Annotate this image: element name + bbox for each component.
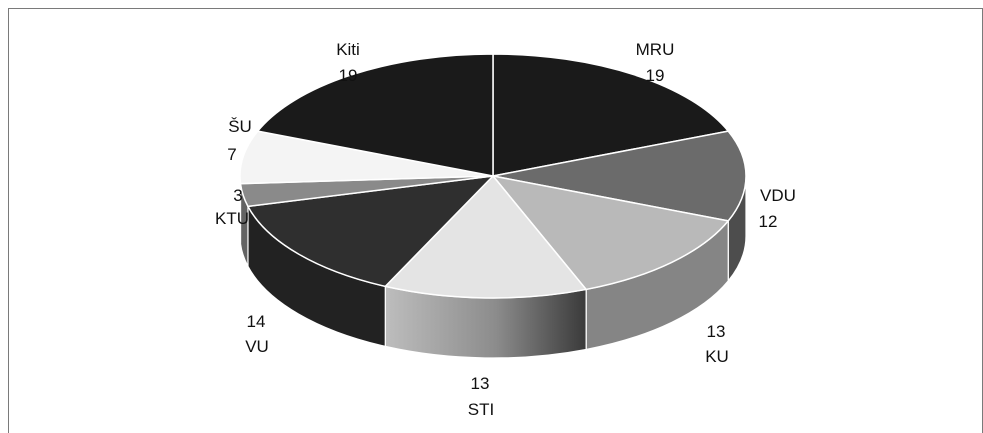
slice-value-vdu: 12 bbox=[759, 212, 778, 231]
slice-value-kiti: 19 bbox=[339, 66, 358, 85]
pie-slice-ku bbox=[492, 175, 729, 291]
slice-label-su: ŠU bbox=[228, 117, 252, 136]
pie-slice-mru bbox=[492, 53, 729, 177]
slice-value-ktu: 3 bbox=[233, 186, 242, 205]
slice-value-mru: 19 bbox=[646, 66, 665, 85]
slice-value-ku: 13 bbox=[707, 322, 726, 341]
slice-label-vdu: VDU bbox=[760, 186, 796, 205]
slice-label-ku: KU bbox=[705, 347, 729, 366]
pie-labels: MRU 19 VDU 12 13 KU 13 STI 14 VU 3 KTU Š… bbox=[215, 40, 796, 419]
pie-slice-su bbox=[239, 130, 494, 185]
slice-value-su: 7 bbox=[227, 145, 236, 164]
pie-side-walls bbox=[239, 175, 747, 359]
slice-label-vu: VU bbox=[245, 337, 269, 356]
slice-label-ktu: KTU bbox=[215, 209, 249, 228]
slice-label-sti: STI bbox=[468, 400, 494, 419]
pie-slice-vu bbox=[247, 175, 494, 288]
slice-value-vu: 14 bbox=[247, 312, 266, 331]
slice-label-mru: MRU bbox=[636, 40, 675, 59]
pie-top-faces bbox=[239, 53, 747, 299]
pie-slice-kiti bbox=[257, 53, 494, 177]
slice-label-kiti: Kiti bbox=[336, 40, 360, 59]
pie-slice-sti bbox=[384, 175, 587, 299]
slice-value-sti: 13 bbox=[471, 374, 490, 393]
pie-slice-vdu bbox=[492, 130, 747, 222]
